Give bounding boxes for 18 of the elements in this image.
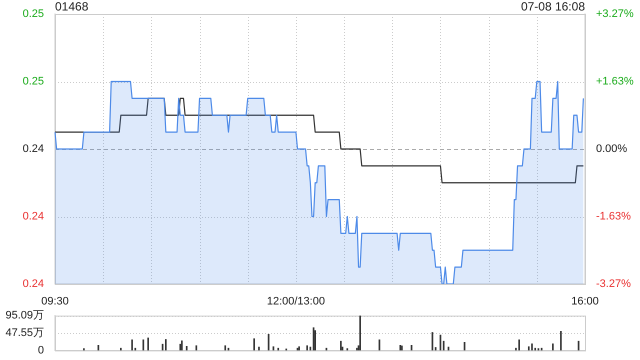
y-tick-label: 0.24 xyxy=(22,143,44,156)
y-tick-label: 0.25 xyxy=(22,76,44,88)
y2-tick-label: +3.27% xyxy=(596,8,634,20)
y-tick-label: 0.24 xyxy=(22,278,44,290)
y2-tick-label: -1.63% xyxy=(596,210,632,222)
x-tick-label: 16:00 xyxy=(571,296,599,308)
y-tick-label: 47.55万 xyxy=(5,327,44,340)
y-tick-label: 0 xyxy=(38,344,44,356)
y-tick-label: 95.09万 xyxy=(5,310,44,322)
y2-tick-label: +1.63% xyxy=(596,76,634,88)
x-tick-label: 09:30 xyxy=(41,296,69,308)
text: 07-08 16:08 xyxy=(520,0,586,14)
chart-title: 01468 xyxy=(55,0,89,14)
y-tick-label: 0.25 xyxy=(22,8,44,20)
x-tick-label: 12:00/13:00 xyxy=(266,296,325,308)
y-tick-label: 0.24 xyxy=(22,210,44,223)
y2-tick-label: 0.00% xyxy=(596,143,628,156)
y2-tick-label: -3.27% xyxy=(596,278,632,290)
